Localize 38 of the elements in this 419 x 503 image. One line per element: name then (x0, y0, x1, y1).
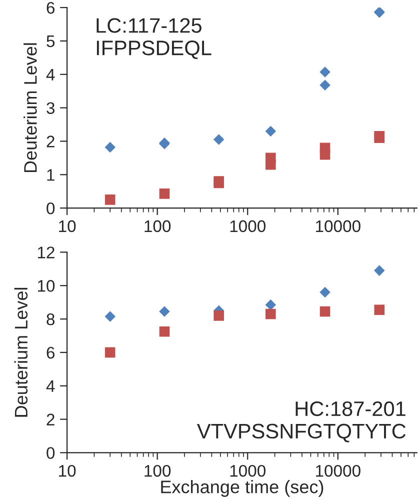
x-tick-label: 10000 (316, 464, 360, 477)
y-tick-label: 6 (46, 2, 55, 14)
y-tick-label: 12 (38, 246, 54, 258)
y-tick-label: 1 (47, 169, 54, 181)
x-tick-label: 10000 (316, 220, 360, 232)
y-tick-label: 0 (46, 447, 55, 459)
y-tick-label: 10 (38, 280, 55, 292)
x-tick-label: 100 (144, 220, 171, 232)
annotation: HC:187-201 VTVPSSNFGTQTYTC (197, 401, 406, 442)
point (320, 306, 330, 317)
point (320, 286, 330, 298)
point (159, 326, 170, 337)
y-tick-label: 2 (46, 414, 54, 426)
point (159, 306, 170, 317)
x-tick-label: 10 (59, 220, 76, 232)
y-axis-title: Deuterium Level (24, 43, 37, 172)
point (104, 311, 116, 322)
point (265, 299, 276, 310)
point (374, 304, 385, 315)
x-tick-label: 1000 (230, 220, 266, 232)
point (374, 265, 385, 276)
x-axis-title: Exchange time (sec) (161, 480, 324, 497)
x-tick-label: 10 (59, 464, 76, 477)
y-tick-label: 8 (46, 313, 55, 326)
y-tick-label: 3 (46, 102, 55, 114)
point (266, 308, 276, 320)
y-tick-label: 4 (46, 68, 55, 80)
y-axis-title: Deuterium Level (14, 288, 28, 417)
y-tick-label: 5 (46, 36, 55, 48)
y-tick-label: 4 (46, 380, 55, 392)
x-tick-label: 1000 (230, 464, 266, 477)
y-tick-label: 2 (46, 136, 54, 148)
y-tick-label: 0 (46, 202, 55, 214)
point (214, 310, 224, 321)
x-tick-label: 100 (144, 464, 171, 477)
annotation: LC:117-125 IFPPSDEQL (96, 18, 212, 60)
point (104, 347, 116, 358)
y-tick-label: 6 (46, 346, 55, 359)
